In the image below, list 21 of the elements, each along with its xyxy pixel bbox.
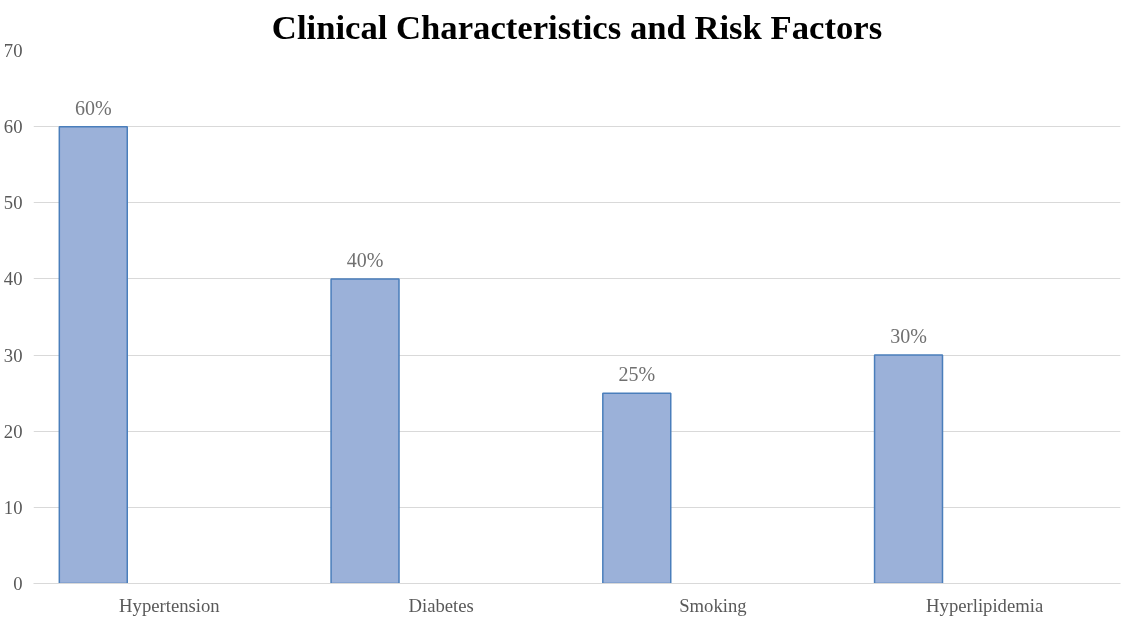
y-tick-label: 20 (3, 420, 23, 442)
y-tick-label: 30 (3, 344, 23, 366)
x-tick-label: Hypertension (119, 594, 221, 616)
y-tick-label: 10 (3, 496, 23, 518)
y-tick-label: 0 (13, 573, 23, 594)
data-label: 60% (74, 96, 112, 119)
x-tick-label: Hyperlipidemia (926, 594, 1044, 616)
data-label: 40% (346, 248, 384, 271)
data-label: 25% (618, 363, 656, 386)
chart-title: Clinical Characteristics and Risk Factors (271, 7, 883, 46)
y-tick-label: 40 (3, 268, 23, 290)
x-tick-label: Smoking (679, 594, 747, 616)
x-tick-label: Diabetes (408, 594, 474, 616)
bar (602, 392, 672, 584)
y-tick-label: 70 (3, 40, 23, 61)
y-tick-label: 50 (3, 192, 23, 214)
bar (330, 278, 400, 584)
y-tick-label: 60 (3, 116, 23, 138)
data-label: 30% (890, 325, 927, 348)
bar (58, 125, 128, 584)
bar (873, 354, 944, 584)
